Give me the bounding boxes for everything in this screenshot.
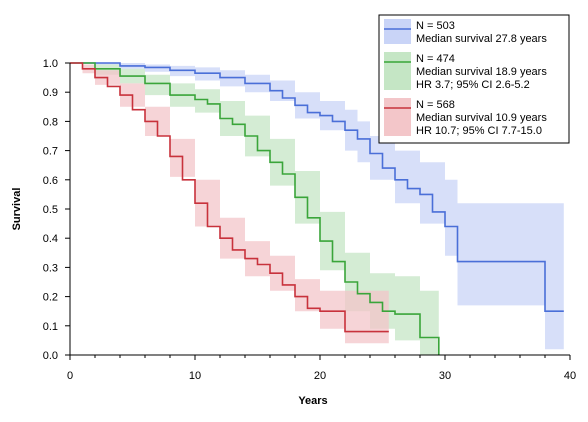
legend-entry-text: Median survival 10.9 years xyxy=(416,112,547,124)
x-ticks: 0 10 20 30 40 xyxy=(67,355,576,382)
legend-swatch-band xyxy=(384,52,411,90)
legend-swatch-band xyxy=(384,98,411,136)
legend-entry-text: Median survival 27.8 years xyxy=(416,33,547,45)
y-tick-label: 0.9 xyxy=(43,87,58,99)
y-tick-label: 0.8 xyxy=(43,116,58,128)
y-ticks: 0.0 0.1 0.2 0.3 0.4 0.5 0.6 0.7 0.8 0.9 1.0 xyxy=(43,58,70,362)
legend-entry-text: N = 474 xyxy=(416,53,455,65)
legend-swatch-band xyxy=(384,19,411,44)
legend-entry-text: Median survival 18.9 years xyxy=(416,66,547,78)
y-tick-label: 0.4 xyxy=(43,233,58,245)
survival-curves xyxy=(70,62,564,355)
y-tick-label: 0.2 xyxy=(43,292,58,304)
y-tick-label: 1.0 xyxy=(43,58,58,70)
legend-entry-text: HR 3.7; 95% CI 2.6-5.2 xyxy=(416,79,530,91)
x-tick-label: 20 xyxy=(314,370,326,382)
y-tick-label: 0.5 xyxy=(43,204,58,216)
survival-line-2 xyxy=(70,62,440,355)
x-axis-label: Years xyxy=(298,395,327,407)
y-tick-label: 0.3 xyxy=(43,262,58,274)
ci-band-1 xyxy=(70,63,564,350)
y-tick-label: 0.0 xyxy=(43,350,58,362)
y-tick-label: 0.1 xyxy=(43,321,58,333)
x-tick-label: 40 xyxy=(564,370,576,382)
legend-entry-text: HR 10.7; 95% CI 7.7-15.0 xyxy=(416,125,542,137)
y-tick-label: 0.7 xyxy=(43,146,58,158)
x-tick-label: 0 xyxy=(67,370,73,382)
survival-line-1 xyxy=(70,62,564,312)
ci-band-3 xyxy=(70,63,389,344)
survival-line-3 xyxy=(70,62,389,333)
y-tick-label: 0.6 xyxy=(43,175,58,187)
x-tick-label: 10 xyxy=(189,370,201,382)
y-axis-label: Survival xyxy=(11,188,23,231)
legend-entry-text: N = 568 xyxy=(416,99,455,111)
x-tick-label: 30 xyxy=(439,370,451,382)
legend-entry-text: N = 503 xyxy=(416,20,455,32)
